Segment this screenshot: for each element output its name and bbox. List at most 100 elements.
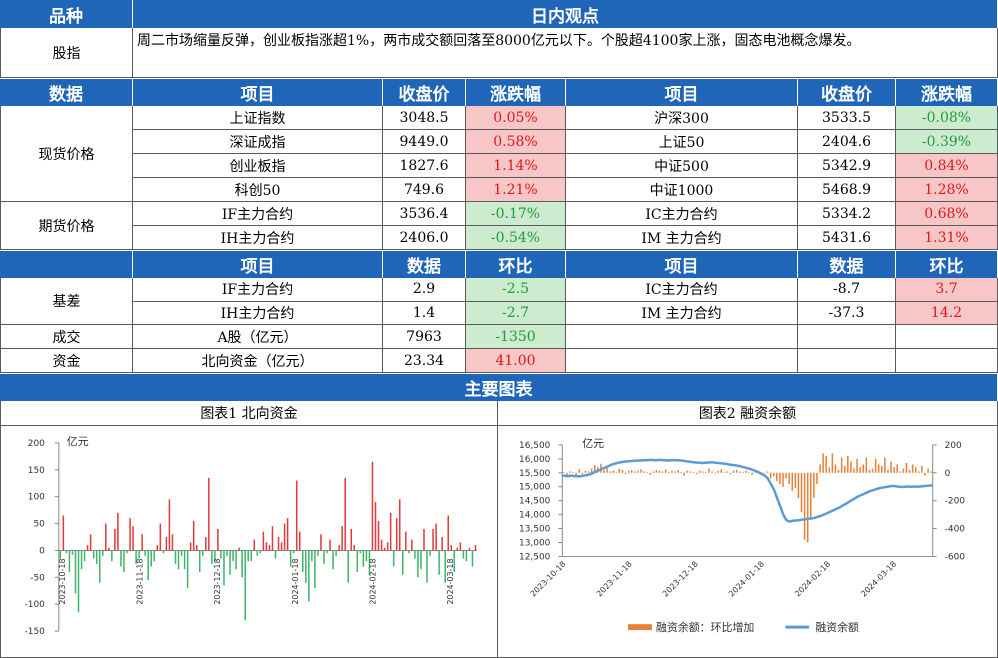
margin-change-bar bbox=[850, 461, 852, 473]
northbound-bar bbox=[344, 477, 346, 551]
northbound-bar bbox=[59, 550, 62, 559]
margin-change-bar bbox=[905, 463, 908, 473]
price-header-row: 数据 项目 收盘价 涨跌幅 项目 收盘价 涨跌幅 bbox=[0, 79, 998, 106]
margin-change-bar bbox=[748, 472, 750, 473]
northbound-bar bbox=[323, 550, 325, 564]
margin-change-bar bbox=[566, 472, 568, 475]
capital-empty-3 bbox=[896, 349, 998, 373]
margin-change-bar bbox=[800, 472, 803, 512]
margin-change-bar bbox=[618, 468, 621, 473]
margin-change-bar bbox=[911, 464, 914, 473]
basis-row-l-chg: -2.7 bbox=[466, 301, 566, 325]
volume-change: -1350 bbox=[466, 325, 566, 349]
northbound-bar bbox=[462, 550, 465, 559]
northbound-bar bbox=[471, 550, 474, 567]
northbound-bar bbox=[198, 550, 201, 572]
northbound-bar bbox=[414, 550, 416, 559]
x-tick-label: 2024-01-18 bbox=[291, 558, 300, 604]
futures-row-r-val: 5334.2 bbox=[798, 202, 896, 226]
legend-bar-label: 融资余额：环比增加 bbox=[656, 620, 754, 634]
left-tick-label: 13,500 bbox=[519, 525, 551, 535]
x-tick-label: 2023-11-18 bbox=[135, 558, 144, 604]
margin-change-bar bbox=[572, 472, 574, 473]
y-tick-label: -150 bbox=[25, 627, 46, 637]
margin-change-bar bbox=[627, 470, 630, 473]
margin-change-bar bbox=[677, 470, 679, 473]
northbound-bar bbox=[444, 550, 446, 583]
margin-change-bar bbox=[834, 464, 837, 473]
right-tick-label: -600 bbox=[945, 552, 966, 562]
margin-change-bar bbox=[587, 471, 590, 473]
futures-row-r-chg: 0.68% bbox=[896, 202, 998, 226]
margin-change-bar bbox=[664, 469, 667, 473]
margin-change-bar bbox=[680, 472, 682, 473]
northbound-bar bbox=[89, 534, 92, 551]
basis-header-mom-left: 环比 bbox=[466, 251, 566, 278]
northbound-bar bbox=[383, 547, 386, 551]
margin-change-bar bbox=[914, 467, 917, 473]
northbound-bar bbox=[359, 550, 362, 554]
northbound-bar bbox=[441, 537, 443, 551]
spot-row-r-chg: 0.84% bbox=[896, 154, 998, 178]
northbound-bar bbox=[377, 520, 380, 551]
margin-change-bar bbox=[806, 472, 809, 543]
northbound-bar bbox=[320, 534, 322, 551]
northbound-bar bbox=[226, 550, 228, 556]
margin-change-bar bbox=[615, 472, 618, 473]
futures-row-r-val: 5431.6 bbox=[798, 226, 896, 250]
margin-change-bar bbox=[769, 472, 772, 479]
volume-empty-1 bbox=[566, 325, 798, 349]
margin-change-bar bbox=[705, 472, 707, 473]
x-tick-label: 2023-12-18 bbox=[661, 559, 700, 598]
basis-header-data-right: 数据 bbox=[798, 251, 896, 278]
margin-change-bar bbox=[714, 472, 716, 474]
margin-change-bar bbox=[689, 471, 692, 473]
northbound-bar bbox=[392, 550, 395, 567]
northbound-bar bbox=[156, 545, 159, 551]
margin-change-bar bbox=[828, 467, 831, 473]
margin-change-bar bbox=[735, 470, 738, 473]
margin-change-bar bbox=[927, 468, 929, 473]
margin-change-bar bbox=[868, 470, 871, 473]
margin-change-bar bbox=[646, 472, 648, 473]
northbound-bar bbox=[283, 523, 286, 551]
northbound-bar bbox=[411, 539, 413, 551]
northbound-bar bbox=[186, 550, 189, 589]
margin-change-bar bbox=[794, 472, 797, 489]
northbound-bar bbox=[95, 550, 98, 564]
northbound-bar bbox=[429, 550, 431, 556]
northbound-bar bbox=[86, 545, 89, 551]
left-tick-label: 12,500 bbox=[519, 552, 551, 562]
margin-change-bar bbox=[624, 472, 627, 475]
northbound-bar bbox=[189, 542, 192, 551]
northbound-bar bbox=[138, 550, 140, 559]
futures-row-l-name: IF主力合约 bbox=[133, 202, 383, 226]
left-tick-label: 15,000 bbox=[519, 483, 551, 493]
futures-row-l-name: IH主力合约 bbox=[133, 226, 383, 250]
northbound-bar bbox=[141, 534, 143, 551]
margin-change-bar bbox=[921, 465, 923, 473]
futures-row-l-chg: -0.17% bbox=[466, 202, 566, 226]
northbound-bar bbox=[326, 550, 328, 554]
right-tick-label: -200 bbox=[945, 497, 966, 507]
margin-change-bar bbox=[918, 471, 920, 473]
northbound-bar bbox=[311, 550, 313, 562]
northbound-bar bbox=[111, 550, 113, 562]
margin-change-bar bbox=[717, 470, 719, 473]
margin-change-bar bbox=[865, 457, 868, 473]
margin-change-bar bbox=[819, 464, 821, 473]
margin-change-bar bbox=[825, 456, 827, 473]
northbound-bar bbox=[126, 550, 128, 554]
left-tick-label: 13,000 bbox=[519, 538, 551, 548]
spot-row-r-val: 2404.6 bbox=[798, 130, 896, 154]
northbound-bar bbox=[423, 528, 425, 551]
spot-label: 现货价格 bbox=[0, 106, 133, 202]
northbound-bar bbox=[244, 550, 246, 621]
margin-change-bar bbox=[609, 471, 611, 473]
stock-index-text: 周二市场缩量反弹，创业板指涨超1%，两市成交额回落至8000亿元以下。个股超41… bbox=[133, 28, 998, 78]
left-tick-label: 16,000 bbox=[519, 455, 551, 465]
header-data: 数据 bbox=[0, 79, 133, 106]
northbound-bar bbox=[314, 550, 316, 589]
northbound-bar bbox=[335, 550, 337, 556]
northbound-bar bbox=[274, 550, 277, 559]
